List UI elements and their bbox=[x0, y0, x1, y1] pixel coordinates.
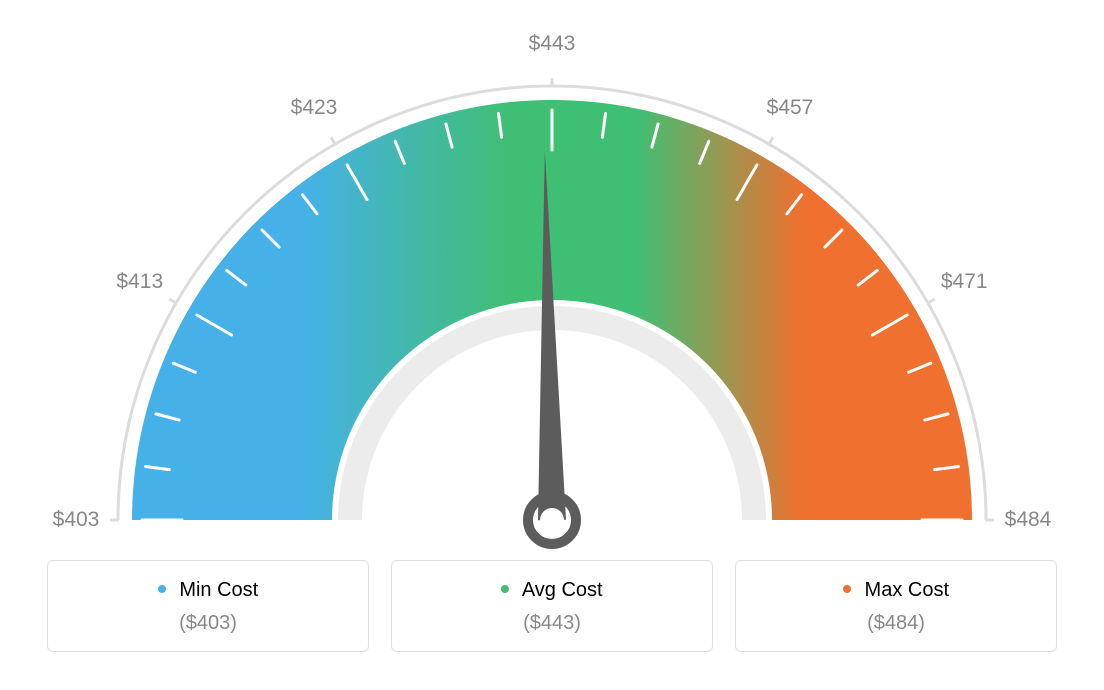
gauge-tick-label: $413 bbox=[116, 270, 163, 294]
legend-value-max: ($484) bbox=[736, 612, 1056, 635]
gauge-chart: $403 $413 $423 $443 $457 $471 $484 bbox=[0, 0, 1104, 560]
gauge-tick-label: $471 bbox=[941, 270, 988, 294]
legend-title-min: Min Cost bbox=[48, 579, 368, 602]
gauge-tick-label: $403 bbox=[53, 508, 100, 532]
legend-card-avg: Avg Cost ($443) bbox=[391, 560, 713, 652]
legend-dot-avg bbox=[501, 585, 509, 593]
legend-label-min: Min Cost bbox=[179, 579, 258, 601]
legend-card-min: Min Cost ($403) bbox=[47, 560, 369, 652]
legend-dot-max bbox=[843, 585, 851, 593]
gauge-tick-label: $457 bbox=[767, 96, 814, 120]
gauge-svg bbox=[0, 0, 1104, 560]
gauge-tick-label: $423 bbox=[291, 96, 338, 120]
gauge-tick-label: $443 bbox=[529, 32, 576, 56]
legend-card-max: Max Cost ($484) bbox=[735, 560, 1057, 652]
legend-title-avg: Avg Cost bbox=[392, 579, 712, 602]
gauge-tick-label: $484 bbox=[1005, 508, 1052, 532]
legend-title-max: Max Cost bbox=[736, 579, 1056, 602]
legend-value-min: ($403) bbox=[48, 612, 368, 635]
legend-row: Min Cost ($403) Avg Cost ($443) Max Cost… bbox=[0, 560, 1104, 682]
legend-dot-min bbox=[158, 585, 166, 593]
legend-label-max: Max Cost bbox=[865, 579, 949, 601]
legend-value-avg: ($443) bbox=[392, 612, 712, 635]
legend-label-avg: Avg Cost bbox=[522, 579, 603, 601]
